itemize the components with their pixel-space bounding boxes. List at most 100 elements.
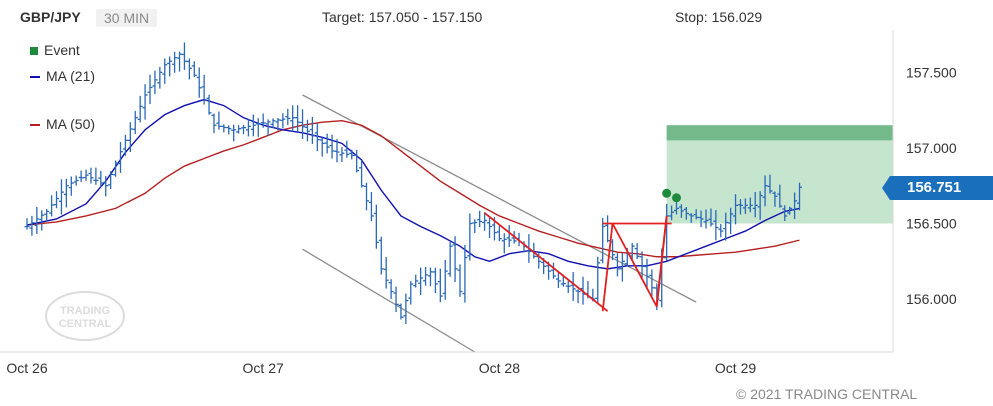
price-bar bbox=[68, 176, 74, 196]
event-swatch-icon bbox=[30, 47, 38, 56]
price-bar bbox=[364, 182, 370, 211]
price-bar bbox=[708, 208, 714, 227]
price-bar bbox=[683, 207, 689, 220]
y-tick-label: 157.500 bbox=[906, 64, 957, 80]
price-bar bbox=[211, 113, 217, 134]
symbol-label: GBP/JPY bbox=[20, 9, 81, 25]
price-bar bbox=[285, 108, 291, 126]
price-bar bbox=[757, 191, 763, 220]
trading-central-logo: TRADING CENTRAL bbox=[45, 291, 125, 341]
price-bar bbox=[767, 174, 773, 194]
price-bar bbox=[393, 286, 399, 313]
price-bar bbox=[614, 252, 620, 277]
price-bar bbox=[44, 208, 50, 222]
x-tick-label: Oct 28 bbox=[479, 360, 520, 376]
price-bar bbox=[388, 279, 394, 299]
pattern-segment bbox=[611, 223, 658, 308]
price-bar bbox=[58, 179, 64, 215]
price-bar bbox=[24, 218, 30, 230]
price-bar bbox=[403, 293, 409, 324]
price-bar bbox=[201, 74, 207, 105]
price-bar bbox=[78, 170, 84, 183]
price-bar bbox=[196, 67, 202, 98]
price-bar bbox=[718, 224, 724, 238]
price-bar bbox=[49, 195, 55, 217]
price-bar bbox=[29, 215, 35, 236]
y-tick-label: 156.500 bbox=[906, 216, 957, 232]
price-bar bbox=[103, 176, 109, 197]
price-bar bbox=[782, 205, 788, 222]
price-bar bbox=[383, 257, 389, 289]
price-bar bbox=[797, 182, 803, 211]
price-bar bbox=[501, 233, 507, 254]
target-band-rect bbox=[666, 125, 893, 141]
price-bar bbox=[295, 105, 301, 132]
price-bar bbox=[477, 210, 483, 228]
price-bar bbox=[127, 122, 133, 153]
price-bar bbox=[787, 206, 793, 215]
stop-label: Stop: 156.029 bbox=[675, 9, 763, 25]
price-bar bbox=[368, 191, 374, 222]
price-bar bbox=[423, 266, 429, 286]
ma50-swatch-icon bbox=[30, 124, 40, 127]
price-bar bbox=[241, 124, 246, 135]
price-bar bbox=[792, 192, 798, 219]
price-bar bbox=[437, 268, 443, 303]
price-bar bbox=[742, 198, 748, 214]
price-bar bbox=[565, 280, 571, 293]
price-bar bbox=[487, 216, 493, 239]
price-bar bbox=[304, 119, 310, 142]
price-bar bbox=[122, 134, 128, 156]
ma21-path bbox=[26, 98, 800, 270]
price-bar bbox=[108, 171, 114, 190]
price-bar bbox=[733, 194, 739, 225]
timeframe-badge[interactable]: 30 MIN bbox=[96, 9, 158, 27]
event-marker[interactable] bbox=[672, 193, 681, 203]
legend-event-label: Event bbox=[44, 42, 80, 58]
price-bar bbox=[329, 134, 335, 159]
legend-ma21-label: MA (21) bbox=[46, 68, 96, 84]
legend-ma50-label: MA (50) bbox=[46, 116, 96, 132]
ma50-path bbox=[26, 119, 800, 258]
price-bar bbox=[482, 212, 488, 231]
price-bar bbox=[354, 149, 360, 173]
target-zone bbox=[666, 125, 893, 224]
price-bar bbox=[467, 213, 473, 261]
price-bar bbox=[117, 141, 123, 173]
price-bar bbox=[698, 210, 704, 228]
price-bar bbox=[644, 258, 650, 289]
price-bar bbox=[147, 74, 153, 105]
price-bar bbox=[359, 160, 365, 188]
price-bar bbox=[506, 225, 512, 248]
price-bar bbox=[373, 204, 379, 249]
price-bar bbox=[728, 207, 734, 235]
price-bar bbox=[245, 119, 251, 137]
price-bar bbox=[408, 281, 414, 305]
x-tick-label: Oct 29 bbox=[715, 360, 756, 376]
price-bar bbox=[206, 94, 212, 115]
price-bar bbox=[398, 303, 404, 320]
price-bar bbox=[703, 209, 709, 229]
price-bar bbox=[324, 133, 330, 154]
price-bar bbox=[413, 274, 419, 288]
price-bar bbox=[255, 118, 261, 137]
event-marker[interactable] bbox=[662, 188, 672, 198]
price-bar bbox=[265, 119, 271, 136]
price-bar bbox=[63, 178, 69, 208]
price-bar bbox=[747, 197, 753, 213]
channel-lower-line bbox=[302, 248, 476, 353]
ma21-swatch-icon bbox=[30, 76, 40, 79]
pattern-segment bbox=[601, 223, 614, 312]
price-bar bbox=[570, 272, 576, 301]
price-bar bbox=[172, 51, 178, 73]
legend-event: Event bbox=[30, 42, 80, 58]
price-bar bbox=[555, 271, 561, 289]
price-bar bbox=[290, 105, 296, 131]
price-bar bbox=[605, 215, 611, 243]
y-tick-label: 157.000 bbox=[906, 140, 957, 156]
copyright-text: © 2021 TRADING CENTRAL bbox=[736, 386, 918, 402]
x-tick-label: Oct 26 bbox=[6, 360, 47, 376]
price-bar bbox=[250, 114, 256, 137]
price-bar bbox=[693, 209, 699, 220]
